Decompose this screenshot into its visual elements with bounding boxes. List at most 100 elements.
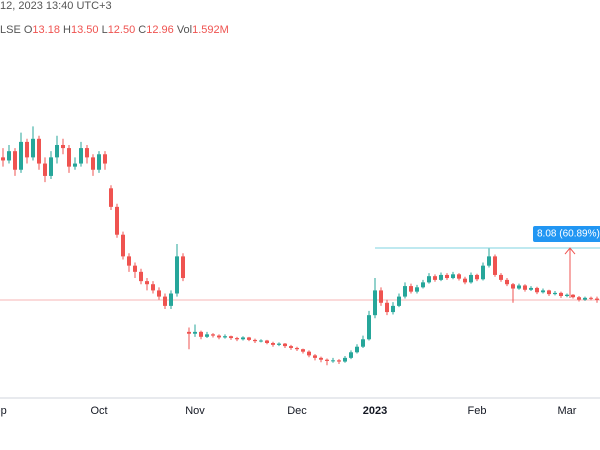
candle-body: [349, 352, 353, 358]
candle-body: [133, 265, 137, 272]
candle-body: [229, 336, 233, 339]
candle-body: [457, 274, 461, 279]
x-tick-label: Oct: [90, 405, 107, 417]
candle-body: [547, 290, 551, 295]
ohlc-letter: O: [24, 24, 33, 36]
candle-body: [157, 290, 161, 297]
candle-body: [355, 346, 359, 353]
candle-body: [265, 340, 269, 344]
candle-body: [541, 290, 545, 293]
candle-body: [187, 331, 191, 334]
candle-body: [109, 188, 113, 207]
candle-body: [55, 144, 59, 158]
candle-body: [85, 148, 89, 158]
candle-body: [481, 265, 485, 280]
candle-body: [151, 284, 155, 291]
plot-area: 8.08 (60.89%) 404: [0, 126, 600, 366]
candle-body: [583, 297, 587, 300]
measure-arrow-head: [564, 247, 576, 255]
candle-body: [205, 334, 209, 337]
candle-body: [313, 355, 317, 358]
candle-body: [571, 294, 575, 298]
candle-body: [235, 338, 239, 340]
candle-body: [553, 292, 557, 295]
candle-body: [61, 144, 65, 149]
ohlc-letter: H: [63, 24, 71, 36]
x-tick-label: 2023: [363, 405, 387, 417]
candle-body: [277, 343, 281, 345]
candle-body: [1, 157, 5, 161]
header-date: 12, 2023 13:40 UTC+3: [0, 0, 112, 12]
candle-body: [121, 234, 125, 257]
candle-body: [19, 141, 23, 170]
candle-body: [217, 335, 221, 338]
candle-body: [415, 287, 419, 292]
candle-body: [343, 357, 347, 362]
candle-body: [595, 298, 599, 300]
candle-body: [91, 157, 95, 170]
candle-body: [49, 157, 53, 176]
x-tick-label: Dec: [287, 405, 307, 417]
candle-body: [127, 256, 131, 266]
candle-body: [247, 337, 251, 340]
candle-body: [439, 274, 443, 280]
ohlc-value: 12.50: [108, 24, 136, 36]
candle-body: [385, 302, 389, 313]
candle-body: [403, 286, 407, 297]
candle-body: [31, 138, 35, 158]
candle-body: [589, 297, 593, 299]
ohlc-value: 13.18: [32, 24, 60, 36]
candle-body: [517, 285, 521, 289]
x-tick-label: Mar: [558, 405, 577, 417]
candle-body: [463, 278, 467, 283]
candle-body: [493, 256, 497, 275]
candle-body: [577, 297, 581, 300]
candle-body: [253, 339, 257, 342]
candle-body: [337, 360, 341, 362]
x-tick-label: Nov: [185, 405, 205, 417]
candle-body: [223, 336, 227, 338]
ohlc-letter: C: [138, 24, 146, 36]
candle-body: [211, 334, 215, 336]
candle-body: [79, 148, 83, 164]
candle-body: [73, 163, 77, 167]
candle-body: [181, 256, 185, 279]
ohlc-value: 13.50: [71, 24, 99, 36]
candle-body: [325, 359, 329, 361]
candle-body: [175, 256, 179, 294]
candle-body: [163, 296, 167, 306]
candle-body: [391, 305, 395, 313]
x-tick-label: Sep: [0, 405, 7, 417]
candle-body: [445, 274, 449, 279]
candle-body: [145, 281, 149, 285]
candle-body: [43, 163, 47, 176]
candle-body: [379, 290, 383, 303]
candle-body: [409, 286, 413, 292]
candle-body: [511, 284, 515, 289]
candle-body: [103, 154, 107, 164]
candle-body: [7, 151, 11, 161]
candle-body: [505, 279, 509, 285]
candle-body: [397, 296, 401, 306]
ohlc-text: LSE O13.18 H13.50 L12.50 C12.96 Vol1.592…: [0, 24, 229, 36]
candle-body: [529, 287, 533, 290]
x-tick-label: Feb: [468, 405, 487, 417]
candle-body: [499, 274, 503, 280]
volume-value: 1.592M: [192, 24, 229, 36]
candle-body: [421, 282, 425, 288]
candle-body: [271, 343, 275, 345]
candle-body: [331, 360, 335, 362]
measure-label-box: [533, 226, 600, 243]
candle-body: [427, 276, 431, 283]
time-axis: Sep Oct Nov Dec 2023 Feb Mar: [0, 405, 577, 417]
ohlc-readout: LSE O13.18 H13.50 L12.50 C12.96 Vol1.592…: [0, 24, 229, 36]
candle-body: [37, 138, 41, 164]
candle-body: [13, 151, 17, 170]
candle-body: [451, 274, 455, 279]
candle-body: [295, 347, 299, 350]
ohlc-letter: L: [102, 24, 108, 36]
candle-body: [169, 293, 173, 306]
candle-body: [199, 331, 203, 337]
